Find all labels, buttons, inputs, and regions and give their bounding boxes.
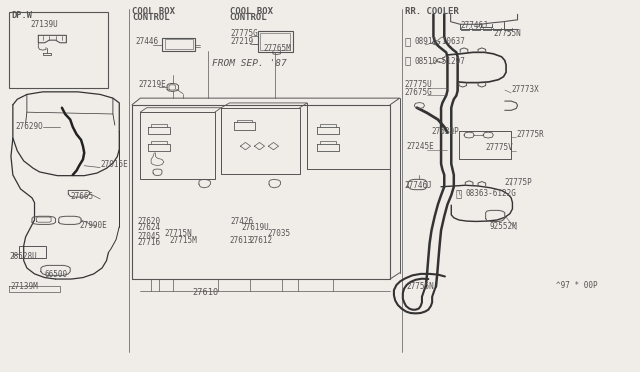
Bar — [162, 38, 195, 51]
Text: COOL BOX: COOL BOX — [230, 7, 273, 16]
Text: 27612: 27612 — [250, 236, 273, 245]
Text: 66500: 66500 — [45, 270, 68, 279]
Text: 27775P: 27775P — [505, 178, 532, 187]
Text: 27773X: 27773X — [511, 86, 539, 94]
Bar — [257, 31, 292, 52]
Text: Ⓝ: Ⓝ — [404, 36, 411, 46]
Text: 27619U: 27619U — [241, 223, 269, 232]
Text: 27990E: 27990E — [79, 221, 107, 230]
Text: 27755N: 27755N — [493, 29, 521, 38]
Bar — [9, 13, 108, 88]
Text: 27620: 27620 — [137, 217, 160, 225]
Text: 08363-6122G: 08363-6122G — [465, 189, 516, 198]
Text: 27035: 27035 — [268, 230, 291, 238]
Text: 27775G: 27775G — [231, 29, 259, 38]
Text: 27045: 27045 — [137, 232, 160, 241]
Text: 27746J: 27746J — [404, 181, 432, 190]
Text: 08911-10637: 08911-10637 — [414, 38, 465, 46]
Text: 27775R: 27775R — [516, 130, 544, 139]
Text: 27426: 27426 — [231, 217, 254, 225]
Text: 27629P: 27629P — [431, 127, 460, 136]
Text: 27775V: 27775V — [486, 143, 513, 152]
Text: 27015E: 27015E — [100, 160, 128, 169]
Text: 27765M: 27765M — [264, 44, 292, 53]
Text: 27624: 27624 — [137, 223, 160, 232]
Text: COOL BOX: COOL BOX — [132, 7, 175, 16]
Text: 92552M: 92552M — [490, 222, 517, 231]
Text: RR. COOLER: RR. COOLER — [404, 7, 458, 16]
Text: 27675G: 27675G — [404, 88, 433, 97]
Text: 27139M: 27139M — [10, 282, 38, 291]
Text: 27139U: 27139U — [30, 20, 58, 29]
Text: CONTROL: CONTROL — [230, 13, 267, 22]
Text: 27610: 27610 — [193, 288, 219, 297]
Text: FROM SEP. '87: FROM SEP. '87 — [212, 59, 287, 68]
Text: 27715M: 27715M — [169, 236, 196, 245]
Text: 27775U: 27775U — [404, 80, 433, 89]
Text: 27746J: 27746J — [460, 21, 488, 30]
Text: Ⓢ: Ⓢ — [404, 56, 411, 65]
Text: 27629O: 27629O — [15, 122, 43, 131]
Text: 27613: 27613 — [230, 236, 253, 245]
Text: 08510-51297: 08510-51297 — [414, 57, 465, 65]
Bar — [164, 39, 193, 49]
Text: 27716: 27716 — [137, 238, 160, 247]
Text: 27446: 27446 — [135, 38, 158, 46]
Text: 27219: 27219 — [231, 37, 254, 46]
Text: 27755N: 27755N — [406, 282, 435, 291]
Text: Ⓢ: Ⓢ — [455, 188, 461, 198]
Bar — [19, 246, 46, 258]
Text: 27245E: 27245E — [406, 142, 434, 151]
Text: DP.W: DP.W — [12, 11, 33, 20]
Text: ^97 * 00P: ^97 * 00P — [556, 281, 597, 290]
Text: CONTROL: CONTROL — [132, 13, 170, 22]
Text: 28528U: 28528U — [9, 251, 36, 260]
Text: 27665: 27665 — [70, 192, 93, 201]
Text: 27219E: 27219E — [138, 80, 166, 89]
Bar — [260, 33, 290, 50]
Text: 27715N: 27715N — [164, 229, 192, 238]
